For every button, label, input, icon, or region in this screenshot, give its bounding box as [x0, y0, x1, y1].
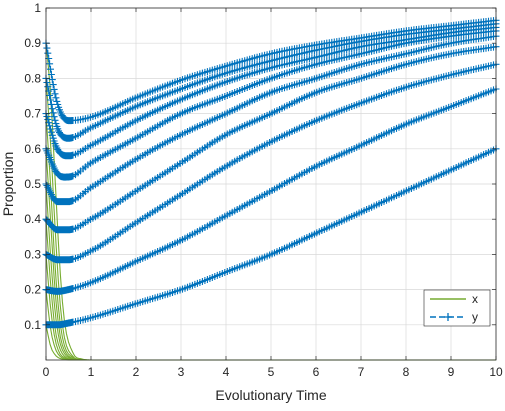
x-tick-label: 5 — [268, 365, 275, 379]
x-tick-label: 6 — [313, 365, 320, 379]
legend-label-x: x — [472, 292, 478, 306]
x-tick-label: 4 — [223, 365, 230, 379]
y-tick-label: 0.5 — [24, 177, 41, 191]
x-tick-label: 9 — [448, 365, 455, 379]
y-tick-label: 0.8 — [24, 71, 41, 85]
x-tick-label: 2 — [133, 365, 140, 379]
x-tick-label: 7 — [358, 365, 365, 379]
x-tick-label: 3 — [178, 365, 185, 379]
y-tick-label: 0.3 — [24, 247, 41, 261]
series-y-group — [42, 16, 500, 329]
axis-ticks: 0 1 2 3 4 5 6 7 8 9 10 0.1 0.2 0.3 0.4 0.5 0.6 0.7 0.8 0.9 1 — [24, 1, 503, 379]
y-tick-label: 0.7 — [24, 107, 41, 121]
y-tick-label: 0.2 — [24, 283, 41, 297]
y-tick-label: 0.1 — [24, 318, 41, 332]
legend-label-y: y — [472, 310, 478, 324]
legend-marker-y — [444, 313, 452, 321]
x-axis-label: Evolutionary Time — [215, 387, 326, 403]
x-tick-label: 10 — [489, 365, 503, 379]
x-tick-label: 1 — [88, 365, 95, 379]
y-tick-label: 0.6 — [24, 142, 41, 156]
legend: x y — [423, 289, 491, 327]
y-tick-label: 0.4 — [24, 212, 41, 226]
legend-box — [423, 289, 491, 327]
y-tick-label: 0.9 — [24, 36, 41, 50]
y-axis-label: Proportion — [0, 152, 16, 217]
x-tick-label: 0 — [43, 365, 50, 379]
x-tick-label: 8 — [403, 365, 410, 379]
y-tick-label: 1 — [34, 1, 41, 15]
